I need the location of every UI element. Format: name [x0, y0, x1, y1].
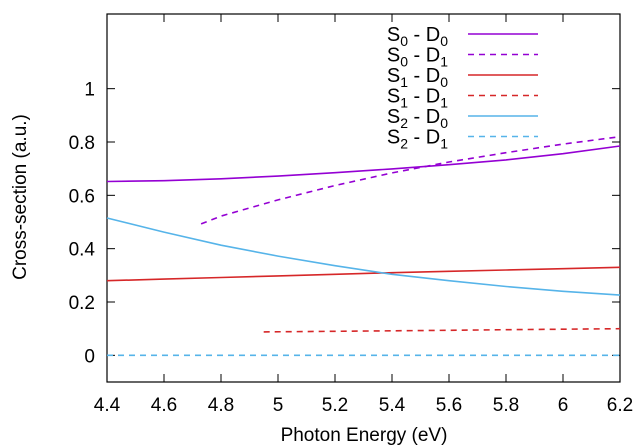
- y-axis-ticks: 0 0.2 0.4 0.6 0.8 1: [69, 80, 620, 367]
- x-tick-label: 5.6: [436, 395, 462, 416]
- plot-border: [106, 13, 621, 383]
- series-line-s0-d1: [200, 135, 621, 225]
- x-tick-label: 4.6: [151, 395, 177, 416]
- plot-frame: [106, 13, 621, 383]
- legend-entry-label: S0 - D1: [387, 45, 448, 70]
- series-line-s1-d1: [263, 327, 621, 333]
- legend-entry-label: S0 - D0: [387, 24, 448, 49]
- y-tick-label: 1: [84, 80, 95, 101]
- x-tick-label: 5.8: [493, 395, 519, 416]
- series-line-s0-d0: [106, 145, 621, 183]
- x-tick-label: 6: [558, 395, 569, 416]
- y-tick-label: 0: [84, 346, 95, 367]
- y-tick-label: 0.4: [69, 240, 96, 261]
- x-tick-label: 5: [273, 395, 284, 416]
- y-tick-label: 0.2: [69, 293, 95, 314]
- x-tick-label: 4.4: [94, 395, 121, 416]
- x-tick-label: 5.2: [322, 395, 348, 416]
- legend-entry-label: S2 - D1: [387, 127, 448, 152]
- y-axis-label: Cross-section (a.u.): [10, 114, 31, 280]
- y-tick-label: 0.8: [69, 133, 95, 154]
- legend-entry-label: S2 - D0: [387, 106, 448, 131]
- x-axis-ticks: 4.4 4.6 4.8 5 5.2 5.4 5.6 5.8 6 6.2: [94, 14, 633, 416]
- series-line-s2-d0: [106, 217, 621, 296]
- legend-entry-label: S1 - D0: [387, 65, 448, 90]
- y-tick-label: 0.6: [69, 186, 95, 207]
- x-tick-label: 4.8: [208, 395, 234, 416]
- x-axis-label: Photon Energy (eV): [281, 425, 448, 446]
- series-line-s1-d0: [106, 266, 621, 282]
- legend-entry-label: S1 - D1: [387, 86, 448, 111]
- series-layer: [106, 135, 621, 357]
- x-tick-label: 5.4: [379, 395, 406, 416]
- x-tick-label: 6.2: [607, 395, 633, 416]
